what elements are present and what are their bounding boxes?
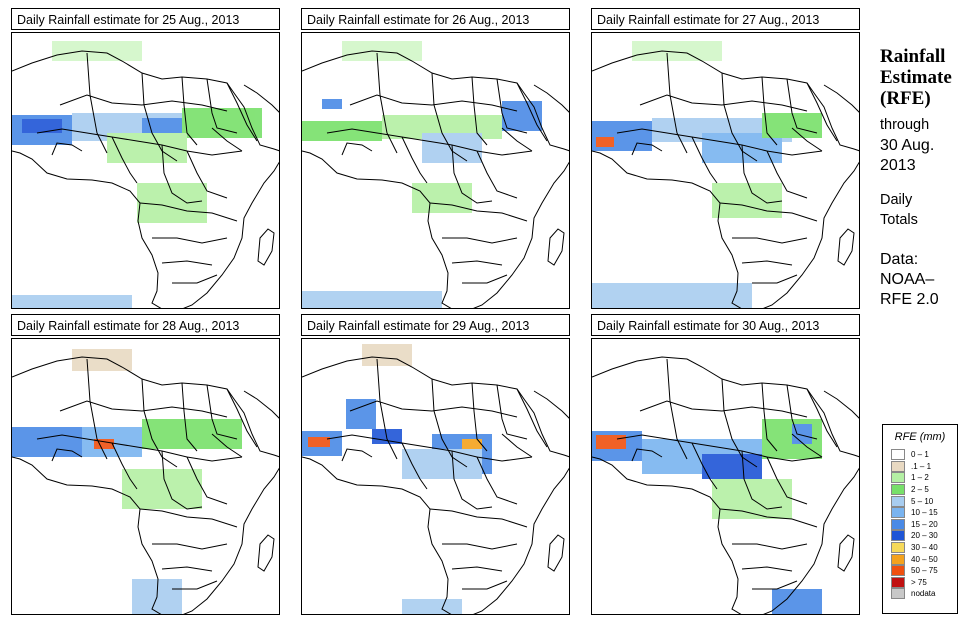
through-label: through (880, 117, 930, 133)
legend-item: 40 – 50 (891, 553, 957, 565)
date-line: 2013 (880, 157, 916, 174)
sidebar-daily: Daily Totals (880, 190, 918, 230)
legend-label: 40 – 50 (911, 554, 938, 564)
legend-swatch (891, 449, 905, 461)
legend-item: .1 – 1 (891, 460, 957, 473)
legend-label: 10 – 15 (911, 508, 938, 518)
rainfall-map (591, 32, 860, 309)
legend-title: RFE (mm) (894, 431, 946, 443)
legend-item: 20 – 30 (891, 530, 957, 542)
legend-swatch (891, 565, 905, 577)
panel-title: Daily Rainfall estimate for 26 Aug., 201… (301, 8, 570, 30)
legend-swatch (891, 588, 905, 600)
heading-line: (RFE) (880, 88, 931, 109)
data-line: Data: (880, 251, 919, 268)
rainfall-map (301, 32, 570, 309)
legend-item: 50 – 75 (891, 565, 957, 577)
date-line: 30 Aug. (880, 137, 935, 154)
panel-title: Daily Rainfall estimate for 29 Aug., 201… (301, 314, 570, 336)
legend-label: 5 – 10 (911, 496, 934, 506)
legend-swatch (891, 553, 905, 565)
legend-label: 1 – 2 (911, 473, 929, 483)
legend-swatch (891, 576, 905, 588)
daily-line: Daily (880, 192, 913, 208)
legend-label: 0 – 1 (911, 450, 929, 460)
legend-item: 30 – 40 (891, 542, 957, 554)
legend-label: 15 – 20 (911, 519, 938, 529)
legend-item: 15 – 20 (891, 518, 957, 531)
data-line: NOAA– (880, 271, 935, 288)
legend-label: 2 – 5 (911, 485, 929, 495)
heading-line: Rainfall (880, 46, 946, 67)
legend-swatch (891, 472, 905, 484)
legend-item: > 75 (891, 576, 957, 589)
legend-item: 10 – 15 (891, 507, 957, 519)
rainfall-map (301, 338, 570, 615)
rainfall-map (11, 32, 280, 309)
legend-label: > 75 (911, 577, 927, 587)
legend-item: nodata (891, 588, 957, 600)
legend-item: 1 – 2 (891, 472, 957, 484)
panel-title: Daily Rainfall estimate for 27 Aug., 201… (591, 8, 860, 30)
sidebar-data: Data: NOAA– RFE 2.0 (880, 250, 939, 310)
legend-swatch (891, 507, 905, 519)
panel-title: Daily Rainfall estimate for 30 Aug., 201… (591, 314, 860, 336)
legend-label: 50 – 75 (911, 566, 938, 576)
legend-label: .1 – 1 (911, 461, 932, 471)
rainfall-map (591, 338, 860, 615)
sidebar-through: through (880, 115, 929, 135)
data-line: RFE 2.0 (880, 291, 939, 308)
sidebar-date: 30 Aug. 2013 (880, 136, 934, 176)
legend-label: 30 – 40 (911, 543, 938, 553)
legend-item: 2 – 5 (891, 484, 957, 496)
sidebar-heading: Rainfall Estimate (RFE) (880, 46, 952, 109)
rainfall-map (11, 338, 280, 615)
legend-swatch (891, 460, 905, 472)
legend-item: 5 – 10 (891, 495, 957, 507)
panel-title: Daily Rainfall estimate for 25 Aug., 201… (11, 8, 280, 30)
legend-swatch (891, 530, 905, 542)
legend-item: 0 – 1 (891, 449, 957, 461)
panel-title: Daily Rainfall estimate for 28 Aug., 201… (11, 314, 280, 336)
legend-label: 20 – 30 (911, 531, 938, 541)
legend-swatch (891, 495, 905, 507)
legend-swatch (891, 542, 905, 554)
daily-line: Totals (880, 212, 918, 228)
legend-swatch (891, 518, 905, 530)
legend-label: nodata (911, 589, 936, 599)
legend-swatch (891, 484, 905, 496)
heading-line: Estimate (880, 67, 952, 88)
